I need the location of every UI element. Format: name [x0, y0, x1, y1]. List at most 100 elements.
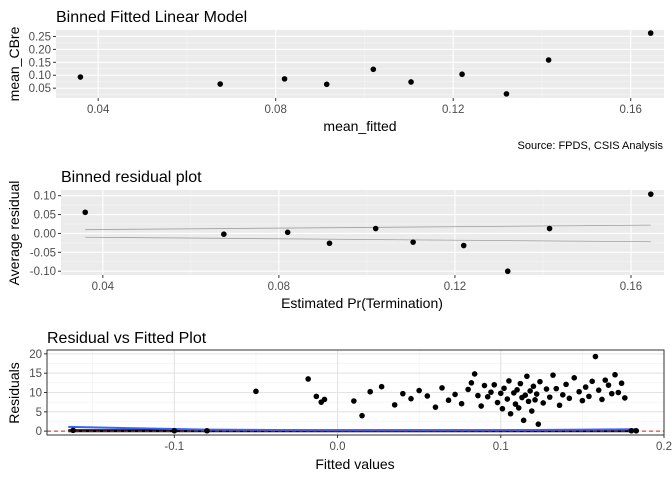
data-point	[416, 387, 422, 394]
data-point	[599, 396, 605, 403]
x-tick-label: 0.2	[656, 441, 672, 453]
grid	[61, 190, 664, 275]
caption: Source: FPDS, CSIS Analysis	[518, 140, 664, 152]
data-point	[595, 387, 602, 393]
data-point	[468, 380, 475, 386]
band-upper	[85, 224, 651, 231]
data-point	[533, 391, 540, 397]
x-axis-label: mean_fitted	[323, 118, 396, 134]
x-tick-label: 0.12	[442, 104, 464, 116]
data-point	[503, 91, 510, 97]
grid	[47, 350, 665, 435]
data-point	[491, 381, 498, 388]
data-point	[514, 386, 520, 393]
data-point	[556, 402, 563, 409]
chart-title: Residual vs Fitted Plot	[47, 330, 207, 347]
data-point	[537, 378, 543, 385]
data-point	[481, 382, 488, 389]
data-point	[589, 378, 595, 385]
data-point	[546, 394, 553, 400]
data-point	[82, 209, 89, 216]
y-tick-label: -0.05	[30, 247, 56, 259]
data-point	[579, 397, 586, 404]
chart-title: Binned Fitted Linear Model	[56, 9, 247, 26]
plot-background	[56, 30, 664, 98]
y-tick-label: 0.05	[34, 210, 56, 222]
y-tick-label: 0.20	[29, 44, 51, 56]
data-point	[372, 225, 379, 232]
y-tick-label: 15	[29, 368, 42, 380]
data-point	[253, 388, 259, 395]
data-point	[608, 390, 615, 397]
y-tick-label: 0.10	[34, 191, 56, 203]
fit-lines	[47, 425, 664, 433]
data-point	[313, 393, 320, 400]
data-point	[475, 392, 481, 399]
data-point	[408, 395, 414, 402]
data-point	[504, 268, 511, 275]
smooth-line	[68, 425, 637, 432]
y-tick-label: 0.10	[29, 70, 51, 82]
data-point	[622, 395, 628, 401]
chart-title: Binned residual plot	[61, 169, 202, 186]
data-point	[281, 76, 288, 82]
data-point	[460, 242, 467, 249]
data-point	[445, 397, 452, 404]
data-point	[612, 371, 618, 378]
x-tick-label: 0.16	[620, 104, 642, 116]
panel-binned-fitted: Binned Fitted Linear Model 0.050.100.150…	[6, 9, 664, 152]
x-tick-labels: 0.04 0.08 0.12 0.16	[92, 275, 642, 293]
y-tick-label: 0.05	[29, 83, 51, 95]
x-tick-labels: 0.04 0.08 0.12 0.16	[87, 98, 642, 116]
data-point	[400, 390, 406, 397]
data-point	[602, 377, 609, 383]
data-point	[484, 393, 491, 400]
data-point	[391, 402, 398, 408]
y-tick-label: -0.10	[30, 266, 56, 278]
data-point	[432, 404, 439, 410]
x-tick-label: 0.08	[268, 281, 290, 293]
data-point	[647, 30, 654, 36]
data-point	[217, 81, 224, 87]
y-axis-label: mean_CBre	[6, 26, 22, 101]
data-point	[546, 225, 553, 232]
x-tick-label: 0.16	[620, 281, 642, 293]
data-point	[321, 396, 328, 403]
data-point	[410, 239, 416, 245]
data-point	[494, 399, 501, 406]
data-point	[563, 381, 569, 388]
data-point	[305, 376, 311, 382]
data-point	[478, 403, 484, 409]
data-point	[566, 395, 573, 402]
data-point	[506, 378, 512, 384]
data-point	[532, 397, 538, 403]
data-point	[527, 388, 533, 394]
data-points	[82, 191, 654, 275]
data-point	[221, 231, 227, 237]
y-tick-labels: -0.10 -0.05 0.00 0.05 0.10	[30, 191, 61, 278]
data-point	[618, 380, 625, 387]
data-point	[576, 388, 582, 395]
data-point	[378, 383, 385, 390]
data-point	[553, 385, 560, 392]
data-point	[545, 57, 552, 63]
panel-binned-residual: Binned residual plot -0.10 -0.05 0.00 0.05 0…	[6, 169, 664, 311]
data-point	[370, 66, 377, 73]
data-point	[326, 240, 333, 247]
x-tick-label: 0.12	[444, 281, 466, 293]
data-point	[70, 427, 76, 434]
data-point	[351, 398, 357, 404]
panel-residual-vs-fitted: Residual vs Fitted Plot 0 5 10 15 20 -0.1 0.0…	[6, 330, 672, 472]
x-tick-label: 0.04	[92, 281, 115, 293]
data-point	[540, 400, 547, 406]
x-axis-label: Estimated Pr(Termination)	[281, 295, 443, 311]
data-point	[77, 74, 84, 80]
data-point	[615, 389, 622, 396]
y-tick-label: 0	[36, 426, 42, 438]
y-tick-labels: 0 5 10 15 20	[29, 349, 47, 438]
x-axis-label: Fitted values	[315, 456, 394, 472]
y-tick-label: 10	[29, 388, 42, 400]
data-point	[488, 389, 494, 395]
data-point	[452, 391, 458, 398]
